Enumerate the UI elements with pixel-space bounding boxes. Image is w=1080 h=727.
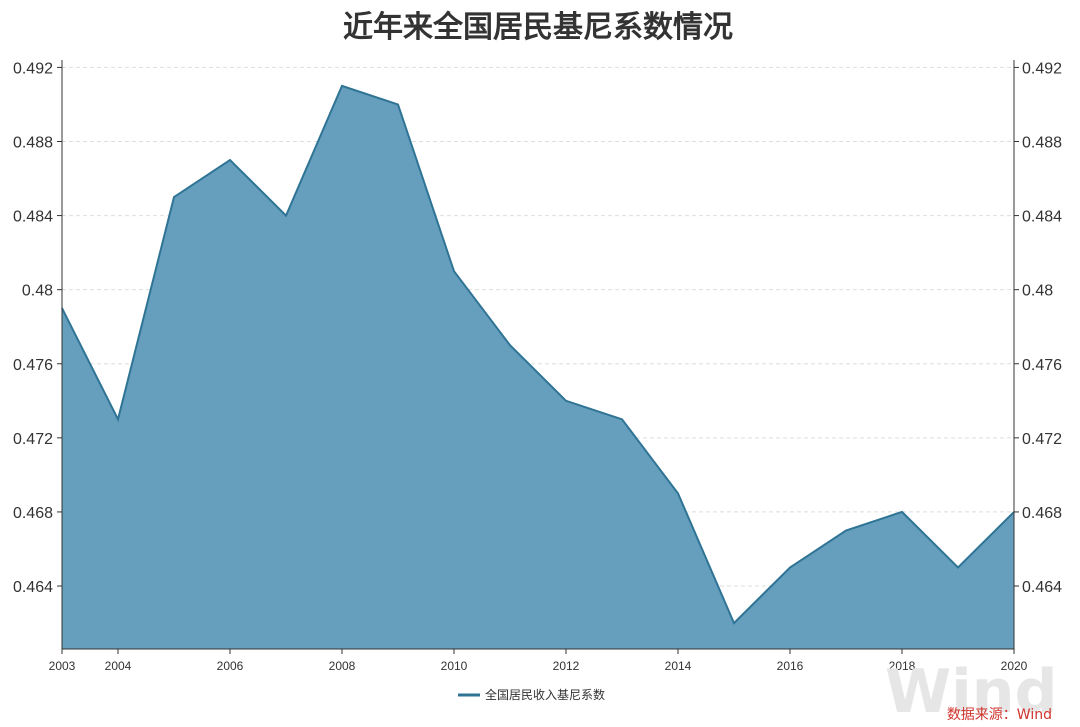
x-tick-label: 2006 [217,659,244,673]
y-tick-label-right: 0.492 [1022,60,1062,77]
y-tick-label-left: 0.488 [13,134,53,151]
data-point [789,567,791,568]
chart-title: 近年来全国居民基尼系数情况 [343,10,733,45]
data-point [621,418,623,420]
y-tick-label-right: 0.488 [1022,134,1062,151]
y-tick-label-left: 0.476 [13,357,53,374]
data-point [509,344,511,346]
y-tick-label-left: 0.492 [13,60,53,77]
data-point [733,622,735,624]
data-point [845,530,847,531]
y-tick-label-left: 0.464 [13,579,53,596]
y-tick-label-left: 0.472 [13,431,53,448]
y-tick-label-right: 0.468 [1022,505,1062,522]
y-tick-label-right: 0.464 [1022,579,1062,596]
series-area-fill [62,85,1014,649]
x-tick-label: 2012 [553,659,580,673]
x-tick-label: 2016 [777,659,804,673]
x-tick-label: 2020 [1001,659,1028,673]
data-point [341,85,343,87]
x-tick-label: 2004 [105,659,132,673]
data-point [117,418,119,420]
data-point [285,215,287,217]
data-source-label: 数据来源：Wind [947,707,1052,723]
y-tick-label-left: 0.484 [13,209,53,226]
y-tick-label-right: 0.472 [1022,431,1062,448]
x-tick-label: 2003 [49,659,76,673]
data-point [173,196,175,198]
y-tick-label-left: 0.48 [22,283,53,300]
data-point [453,270,455,272]
y-axis-right-ticks: 0.492 0.488 0.484 0.48 0.476 0.472 0.468 0.464 [1014,60,1062,596]
data-point [957,567,959,568]
data-point [397,104,399,105]
data-point [229,159,231,161]
plot-area [61,84,1015,649]
x-axis-ticks: 2003 2004 2006 2008 2010 2012 2014 2016 2018 2020 [49,649,1028,673]
data-point [901,511,903,513]
series-line [61,84,1015,625]
y-tick-label-left: 0.468 [13,505,53,522]
y-tick-label-right: 0.476 [1022,357,1062,374]
y-tick-label-right: 0.48 [1022,283,1053,300]
x-tick-label: 2018 [889,659,916,673]
data-point [677,492,679,494]
y-axis-left-ticks: 0.492 0.488 0.484 0.48 0.476 0.472 0.468 0.464 [13,60,62,596]
x-tick-label: 2008 [329,659,356,673]
data-point [565,400,567,402]
y-tick-label-right: 0.484 [1022,209,1062,226]
legend-label: 全国居民收入基尼系数 [485,687,605,702]
legend[interactable]: 全国居民收入基尼系数 [458,687,605,702]
x-tick-label: 2014 [665,659,692,673]
axes [61,60,1015,650]
x-tick-label: 2010 [441,659,468,673]
wind-watermark: Wind [885,657,1057,727]
